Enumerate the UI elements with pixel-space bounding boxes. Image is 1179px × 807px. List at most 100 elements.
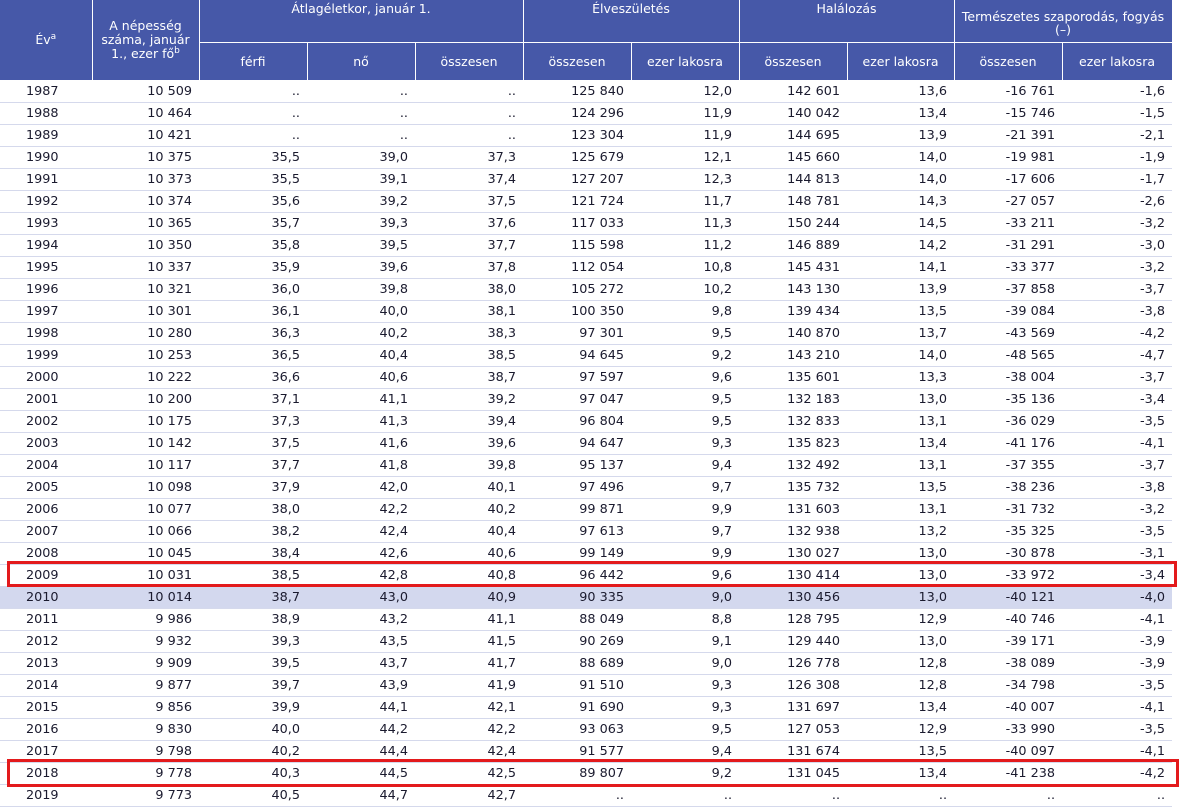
cell-life-male: 35,9: [199, 256, 307, 279]
cell-life-total: 37,5: [415, 190, 523, 213]
cell-population: 9 830: [92, 718, 199, 741]
cell-births-total: 88 049: [523, 608, 631, 631]
cell-change-total: -33 972: [954, 564, 1063, 587]
cell-births-total: 99 149: [523, 542, 631, 565]
cell-births-per-thousand: 8,8: [631, 608, 740, 631]
cell-change-per-thousand: -3,2: [1062, 256, 1173, 279]
cell-life-total: 41,9: [415, 674, 523, 697]
cell-births-per-thousand: 12,1: [631, 146, 740, 169]
cell-life-male: 40,3: [199, 762, 307, 785]
cell-births-total: 125 679: [523, 146, 631, 169]
header-deaths: Halálozás: [739, 0, 955, 43]
header-year: Éva: [0, 0, 93, 81]
cell-population: 10 375: [92, 146, 199, 169]
cell-life-female: 42,4: [307, 520, 415, 543]
table-row: 1997 10 301 36,1 40,0 38,1 100 350 9,8 139 434 1…: [0, 300, 1173, 323]
cell-life-female: 43,7: [307, 652, 415, 675]
cell-life-total: 42,1: [415, 696, 523, 719]
cell-change-total: ..: [954, 784, 1063, 807]
cell-change-per-thousand: -3,1: [1062, 542, 1173, 565]
cell-change-per-thousand: -3,5: [1062, 674, 1173, 697]
cell-births-total: 121 724: [523, 190, 631, 213]
cell-births-total: 117 033: [523, 212, 631, 235]
cell-births-total: 100 350: [523, 300, 631, 323]
cell-life-male: 37,3: [199, 410, 307, 433]
table-row: 2009 10 031 38,5 42,8 40,8 96 442 9,6 130 414 13…: [0, 564, 1173, 587]
cell-change-per-thousand: -3,7: [1062, 278, 1173, 301]
cell-population: 10 253: [92, 344, 199, 367]
cell-population: 10 365: [92, 212, 199, 235]
cell-change-total: -15 746: [954, 102, 1063, 125]
cell-life-total: 37,7: [415, 234, 523, 257]
table-row: 2005 10 098 37,9 42,0 40,1 97 496 9,7 135 732 13…: [0, 476, 1173, 499]
cell-population: 10 350: [92, 234, 199, 257]
cell-births-per-thousand: 9,6: [631, 366, 740, 389]
cell-population: 10 117: [92, 454, 199, 477]
cell-life-male: 38,0: [199, 498, 307, 521]
cell-population: 10 142: [92, 432, 199, 455]
table-row: 1991 10 373 35,5 39,1 37,4 127 207 12,3 144 813…: [0, 168, 1173, 191]
cell-life-female: 40,6: [307, 366, 415, 389]
cell-year: 1998: [0, 322, 92, 345]
cell-deaths-total: 139 434: [739, 300, 848, 323]
cell-deaths-per-thousand: ..: [847, 784, 955, 807]
cell-year: 1989: [0, 124, 92, 147]
cell-life-total: 39,4: [415, 410, 523, 433]
cell-life-total: 41,7: [415, 652, 523, 675]
cell-year: 2011: [0, 608, 92, 631]
cell-population: 10 066: [92, 520, 199, 543]
cell-change-total: -39 171: [954, 630, 1063, 653]
subheader-male: férfi: [199, 42, 308, 81]
cell-life-female: 44,5: [307, 762, 415, 785]
cell-year: 2018: [0, 762, 92, 785]
cell-change-total: -39 084: [954, 300, 1063, 323]
cell-deaths-per-thousand: 14,0: [847, 146, 955, 169]
cell-change-per-thousand: -3,0: [1062, 234, 1173, 257]
cell-year: 1997: [0, 300, 92, 323]
cell-year: 2000: [0, 366, 92, 389]
cell-births-total: 95 137: [523, 454, 631, 477]
cell-deaths-total: ..: [739, 784, 848, 807]
cell-change-total: -31 291: [954, 234, 1063, 257]
cell-life-total: 40,2: [415, 498, 523, 521]
cell-births-per-thousand: 10,8: [631, 256, 740, 279]
cell-deaths-total: 142 601: [739, 80, 848, 103]
cell-deaths-total: 128 795: [739, 608, 848, 631]
table-row: 1988 10 464...... 124 296 11,9 140 042 13,4 -1…: [0, 102, 1173, 125]
cell-births-per-thousand: 9,4: [631, 454, 740, 477]
cell-life-male: 35,5: [199, 146, 307, 169]
cell-births-per-thousand: 9,7: [631, 520, 740, 543]
cell-life-total: 38,0: [415, 278, 523, 301]
cell-deaths-total: 145 660: [739, 146, 848, 169]
table-row: 1990 10 375 35,5 39,0 37,3 125 679 12,1 145 660…: [0, 146, 1173, 169]
cell-births-per-thousand: 9,3: [631, 696, 740, 719]
cell-deaths-total: 135 601: [739, 366, 848, 389]
cell-change-per-thousand: -4,1: [1062, 608, 1173, 631]
cell-deaths-per-thousand: 13,0: [847, 564, 955, 587]
table-row: 2006 10 077 38,0 42,2 40,2 99 871 9,9 131 603 13…: [0, 498, 1173, 521]
cell-change-total: -41 176: [954, 432, 1063, 455]
table-row: 1989 10 421...... 123 304 11,9 144 695 13,9 -2…: [0, 124, 1173, 147]
cell-change-per-thousand: -4,7: [1062, 344, 1173, 367]
cell-life-total: 40,6: [415, 542, 523, 565]
cell-births-per-thousand: 11,9: [631, 124, 740, 147]
cell-life-male: 38,9: [199, 608, 307, 631]
cell-year: 2005: [0, 476, 92, 499]
cell-population: 10 464: [92, 102, 199, 125]
cell-births-total: 94 645: [523, 344, 631, 367]
subheader-births-total: összesen: [523, 42, 632, 81]
cell-births-total: 105 272: [523, 278, 631, 301]
table-row: 1999 10 253 36,5 40,4 38,5 94 645 9,2 143 210 14…: [0, 344, 1173, 367]
cell-change-per-thousand: -3,8: [1062, 300, 1173, 323]
table-row: 2007 10 066 38,2 42,4 40,4 97 613 9,7 132 938 13…: [0, 520, 1173, 543]
cell-births-total: 97 496: [523, 476, 631, 499]
cell-births-total: 90 335: [523, 586, 631, 609]
cell-births-total: 97 597: [523, 366, 631, 389]
cell-year: 2004: [0, 454, 92, 477]
cell-births-total: 91 577: [523, 740, 631, 763]
cell-births-total: 112 054: [523, 256, 631, 279]
table-row: 2008 10 045 38,4 42,6 40,6 99 149 9,9 130 027 13…: [0, 542, 1173, 565]
cell-deaths-per-thousand: 12,8: [847, 652, 955, 675]
cell-life-female: ..: [307, 124, 415, 147]
cell-change-total: -35 136: [954, 388, 1063, 411]
